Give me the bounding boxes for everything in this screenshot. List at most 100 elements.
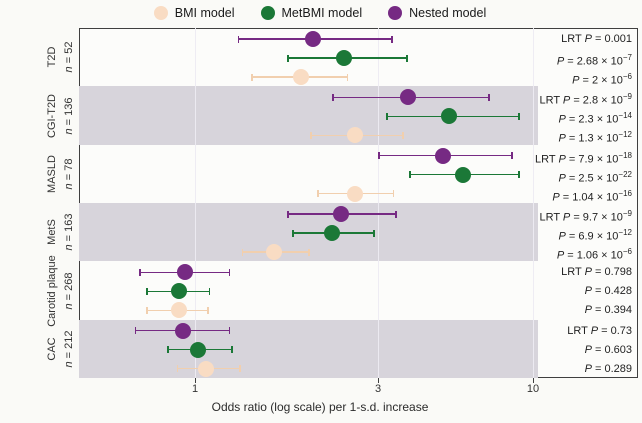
legend-item: MetBMI model (260, 6, 362, 20)
condition-label: MetS (46, 219, 58, 245)
odds-ratio-point (346, 127, 363, 144)
odds-ratio-point (323, 225, 340, 241)
p-value-text: P = 0.394 (584, 304, 632, 317)
ci-cap (518, 171, 520, 179)
condition-label: Carotid plaque (46, 254, 58, 327)
ci-cap (373, 229, 375, 237)
ci-cap (511, 152, 513, 160)
ci-cap (167, 346, 169, 354)
odds-ratio-point (176, 264, 193, 281)
ci-cap (208, 287, 211, 295)
p-value-text: P = 0.603 (584, 343, 632, 356)
ci-cap (146, 306, 148, 314)
odds-ratio-point (171, 302, 188, 319)
p-value-text: LRT P = 0.001 (561, 33, 632, 45)
ci-cap (207, 306, 209, 314)
p-value-text: P = 0.428 (584, 285, 632, 298)
ci-cap (228, 268, 231, 276)
ci-cap (287, 210, 289, 218)
ci-cap (409, 171, 411, 179)
ci-cap (518, 112, 520, 120)
ci-cap (386, 112, 388, 120)
ci-cap (392, 190, 395, 198)
ci-cap (395, 210, 397, 218)
ci-cap (316, 190, 319, 198)
p-value-text: P = 6.9 × 10−12 (558, 228, 632, 243)
ci-cap (139, 268, 142, 276)
x-tick-label: 10 (526, 383, 540, 395)
p-value-text: P = 1.06 × 10−6 (556, 247, 632, 262)
ci-cap (176, 365, 179, 373)
ci-cap (251, 73, 254, 81)
p-value-text: P = 1.04 × 10−16 (552, 188, 632, 204)
legend-swatch-icon (388, 6, 403, 20)
odds-ratio-point (190, 341, 207, 358)
p-value-text: P = 1.3 × 10−12 (558, 130, 632, 145)
plot-area: LRT P = 0.001 P = 2.68 × 10−7 P = 2 × 10−6… (79, 28, 638, 378)
odds-ratio-point (304, 31, 321, 47)
odds-ratio-point (454, 166, 471, 183)
sample-size-label: n = 78 (63, 158, 75, 190)
row-band (79, 319, 538, 378)
gridline (195, 28, 196, 378)
sample-size-label: n = 52 (63, 41, 75, 73)
p-value-text: LRT P = 0.798 (561, 266, 632, 279)
ci-cap (239, 365, 241, 373)
legend: BMI model MetBMI model Nested model (20, 6, 620, 20)
ci-cap (134, 327, 137, 335)
x-tick-mark (533, 378, 534, 383)
odds-ratio-point (198, 360, 215, 377)
legend-item: BMI model (153, 6, 235, 20)
odds-ratio-point (336, 50, 353, 66)
odds-ratio-point (332, 206, 349, 222)
sample-size-label: n = 163 (63, 213, 75, 251)
legend-swatch-icon (260, 6, 275, 20)
odds-ratio-point (441, 108, 458, 125)
p-value-text: P = 2.3 × 10−14 (558, 111, 632, 126)
odds-ratio-point (346, 185, 363, 202)
gridline (378, 28, 379, 378)
p-value-text: LRT P = 0.73 (567, 324, 632, 337)
odds-ratio-point (171, 283, 188, 300)
ci-cap (237, 35, 240, 43)
x-tick-mark (195, 378, 196, 383)
ci-cap (310, 131, 313, 139)
ci-cap (307, 248, 310, 256)
ci-cap (241, 248, 244, 256)
legend-swatch-icon (153, 6, 168, 20)
x-tick-label: 3 (374, 383, 382, 395)
p-value-text: LRT P = 7.9 × 10−18 (535, 150, 632, 166)
p-value-text: LRT P = 9.7 × 10−9 (539, 209, 632, 224)
odds-ratio-point (266, 244, 283, 260)
ci-cap (391, 35, 393, 43)
ci-cap (402, 131, 404, 139)
odds-ratio-point (174, 322, 191, 339)
odds-ratio-point (434, 147, 451, 164)
gridline (533, 28, 534, 378)
ci-cap (228, 327, 231, 335)
sample-size-label: n = 212 (63, 330, 75, 368)
p-value-text: P = 0.289 (584, 362, 632, 375)
ci-cap (287, 54, 289, 62)
condition-label: MASLD (46, 154, 58, 193)
condition-label: CAC (46, 337, 58, 361)
ci-cap (406, 54, 408, 62)
legend-item-label: BMI model (174, 6, 235, 20)
ci-cap (332, 93, 334, 101)
x-axis-title: Odds ratio (log scale) per 1-s.d. increa… (211, 400, 429, 414)
x-tick-mark (378, 378, 379, 383)
p-value-text: P = 2 × 10−6 (572, 72, 632, 87)
ci-cap (231, 346, 233, 354)
legend-item: Nested model (388, 6, 486, 20)
ci-cap (378, 152, 380, 160)
ci-cap (488, 93, 490, 101)
p-value-text: LRT P = 2.8 × 10−9 (539, 92, 632, 107)
odds-ratio-point (293, 69, 310, 85)
p-value-text: P = 2.5 × 10−22 (558, 169, 632, 185)
sample-size-label: n = 136 (63, 96, 75, 135)
condition-label: T2D (46, 46, 58, 68)
ci-cap (346, 73, 349, 81)
x-tick-label: 1 (191, 383, 199, 395)
ci-cap (292, 229, 294, 237)
